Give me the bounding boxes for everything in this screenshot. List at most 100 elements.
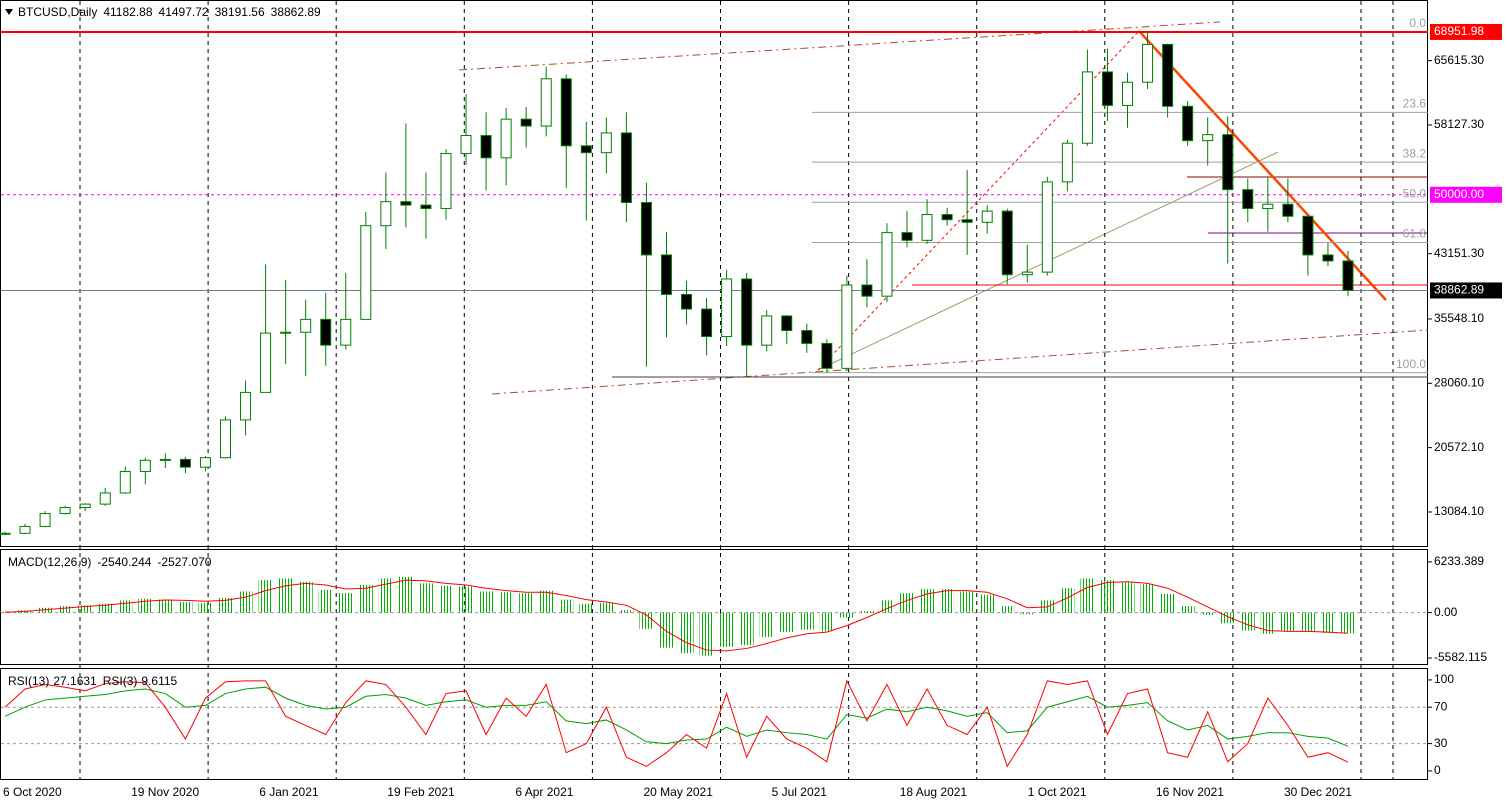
- candle-body: [1101, 71, 1113, 106]
- macd-bar: [178, 602, 193, 613]
- candle-body: [1081, 71, 1093, 144]
- header-item: 38862.89: [271, 5, 321, 19]
- macd-bar: [719, 612, 734, 647]
- macd-bar: [839, 612, 854, 618]
- macd-bar: [499, 592, 514, 613]
- candle-body: [1021, 271, 1033, 276]
- candle-body: [540, 78, 552, 127]
- candle-body: [1162, 43, 1174, 107]
- macd-bar: [1160, 593, 1175, 613]
- candle-body: [1041, 181, 1053, 273]
- macd-bar: [739, 612, 754, 646]
- candle-body: [681, 293, 693, 310]
- macd-bar: [278, 578, 293, 613]
- price-label-box: [1430, 282, 1502, 299]
- candle-body: [340, 318, 352, 346]
- candle-body: [520, 118, 532, 127]
- macd-bar: [98, 603, 113, 613]
- macd-bar: [78, 605, 93, 613]
- macd-bar: [218, 597, 233, 613]
- indicator-name: RSI(3): [103, 674, 138, 688]
- candle-body: [1322, 254, 1334, 262]
- macd-bar: [799, 612, 814, 630]
- macd-bar: [519, 593, 534, 613]
- macd-bar: [900, 593, 915, 613]
- rsi-header: RSI(13) 27.1631 RSI(3) 9.6115: [8, 674, 178, 688]
- candle-body: [440, 153, 452, 210]
- macd-bar: [358, 584, 373, 613]
- indicator-name: MACD(12,26,9): [8, 555, 91, 569]
- macd-bar: [579, 603, 594, 613]
- fib-label: 38.2: [1403, 146, 1427, 160]
- y-tick-label: 43151.30: [1434, 246, 1484, 260]
- x-tick-label: 6 Oct 2020: [3, 785, 62, 799]
- indicator-readout: 27.1631: [53, 674, 97, 688]
- y-tick-label: 35548.10: [1434, 311, 1484, 325]
- rsi-line: [4, 679, 1349, 768]
- macd-bar: [118, 600, 133, 613]
- macd-bar: [238, 591, 253, 613]
- candle-body: [1282, 203, 1294, 217]
- macd-bar: [679, 612, 694, 654]
- candle-body: [1242, 189, 1254, 210]
- candle-body: [1222, 134, 1234, 191]
- macd-bar: [418, 583, 433, 613]
- macd-bar: [1080, 578, 1095, 613]
- macd-bar: [479, 591, 494, 613]
- macd-bar: [338, 593, 353, 613]
- y-tick-label: 58127.30: [1434, 117, 1484, 131]
- macd-bar: [539, 590, 554, 613]
- channel-line: [458, 21, 1221, 71]
- x-tick-label: 18 Aug 2021: [900, 785, 968, 799]
- y-tick-label: 6233.389: [1434, 554, 1484, 568]
- candle-body: [600, 132, 612, 154]
- macd-bar: [960, 591, 975, 613]
- macd-bar: [779, 612, 794, 633]
- macd-bar: [459, 586, 474, 613]
- candle-body: [219, 419, 231, 459]
- candle-body: [1302, 215, 1314, 256]
- trend-lines: [458, 21, 1429, 395]
- candle-body: [941, 214, 953, 221]
- macd-bar: [559, 599, 574, 613]
- macd-bar: [639, 612, 654, 629]
- macd-bar: [1320, 612, 1335, 633]
- macd-bar: [1280, 612, 1295, 632]
- frames: [0, 0, 1428, 780]
- macd-bar: [298, 581, 313, 613]
- candle-body: [99, 492, 111, 505]
- candle-body: [981, 210, 993, 223]
- candle-body: [179, 458, 191, 468]
- candle-body: [400, 201, 412, 206]
- macd-bar: [158, 599, 173, 613]
- x-tick-label: 6 Jan 2021: [259, 785, 319, 799]
- channel-line: [491, 329, 1429, 395]
- macd-bar: [1120, 582, 1135, 613]
- macd-bar: [619, 610, 634, 613]
- indicator-readout: -2527.070: [157, 555, 211, 569]
- macd-bar: [599, 602, 614, 613]
- fib-label: 61.8: [1403, 227, 1427, 241]
- macd-bar: [759, 612, 774, 638]
- candle-body: [19, 525, 31, 534]
- candle-body: [380, 201, 392, 227]
- x-tick-label: 20 May 2021: [644, 785, 714, 799]
- rsi-line: [4, 686, 1349, 747]
- menu-arrow: [5, 9, 13, 15]
- macd-bar: [258, 580, 273, 613]
- indicator-readout: -2540.244: [97, 555, 151, 569]
- macd-bar: [1341, 612, 1355, 634]
- candle-body: [240, 391, 252, 421]
- macd-bar: [1060, 588, 1075, 613]
- price-label-box: [1430, 186, 1502, 203]
- fib-label: 0.0: [1409, 16, 1426, 30]
- candle-body: [260, 332, 272, 393]
- x-tick-label: 19 Feb 2021: [387, 785, 455, 799]
- candle-body: [1061, 142, 1073, 183]
- candle-body: [1182, 105, 1194, 142]
- macd-bar: [58, 606, 73, 613]
- macd-bar: [1240, 612, 1255, 631]
- candle-body: [1122, 81, 1134, 106]
- candle-body: [1202, 134, 1214, 142]
